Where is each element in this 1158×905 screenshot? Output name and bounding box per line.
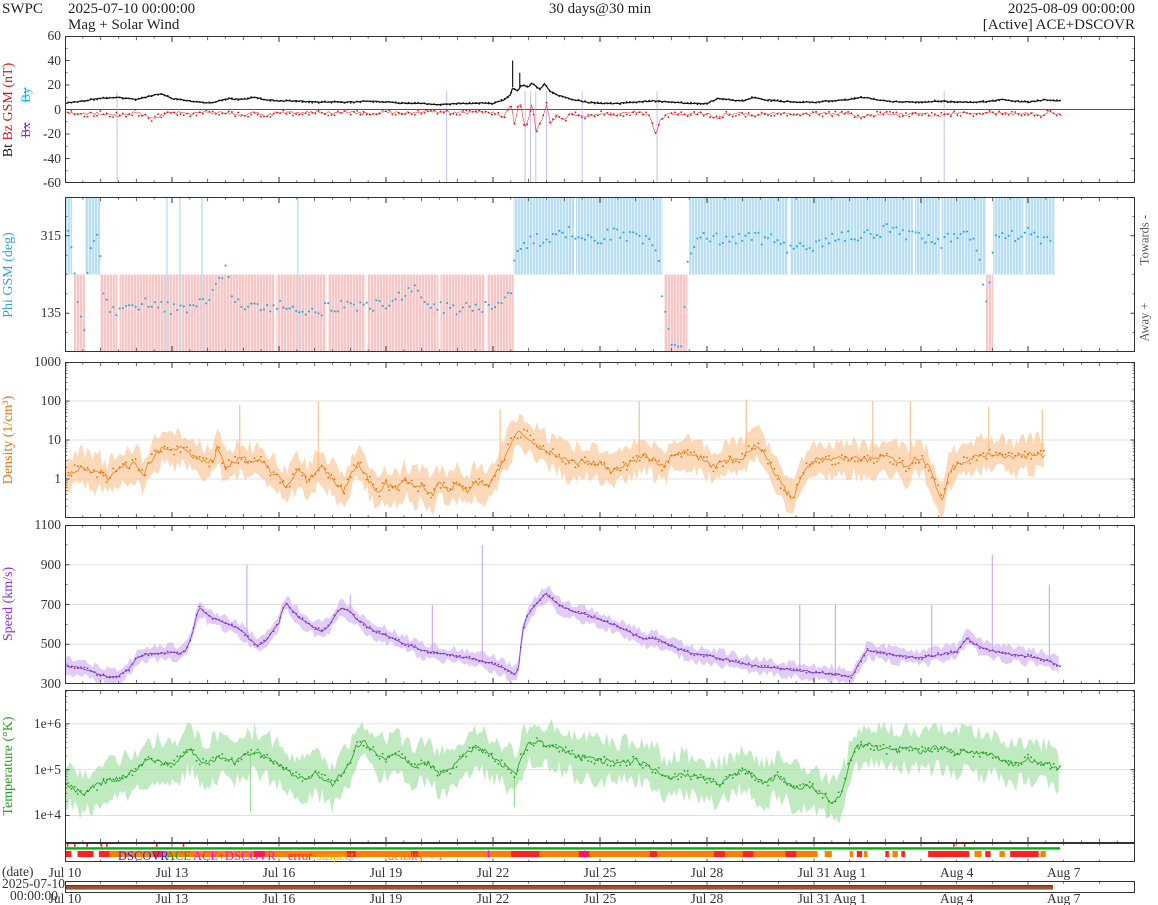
legend-item-suspect: suspect [317,849,354,863]
date-tick-row2-aug-4: Aug 4 [939,891,974,905]
date-tick-row2-jul-31: Jul 31 [797,891,831,905]
date-tick-row1-jul-13: Jul 13 [155,865,189,880]
availability-strip [65,843,1135,862]
date-tick-row2-jul-16: Jul 16 [262,891,296,905]
chart-coverage-bar [65,881,1135,893]
date-tick-row1-aug-1: Aug 1 [832,865,867,880]
ytick-phi-135: 135 [40,305,61,321]
start-datetime: 2025-07-10 00:00:00 [68,1,196,17]
sector-toward [84,197,100,275]
resolution-label: 30 days@30 min [548,1,652,17]
band-density [65,413,1044,518]
chart-phi [65,197,1135,352]
coverage-bar [65,881,1135,893]
dots-phi [65,223,1052,348]
chart-temperature [65,690,1135,843]
ytick-speed-700: 700 [40,596,61,612]
ytick-density-100: 100 [40,393,61,408]
legend-item-density-1: density < 1 [388,849,444,863]
line-speed [65,593,1061,679]
date-tick-row2-jul-19: Jul 19 [369,891,403,905]
dots-speed [65,592,1061,679]
coverage-span [65,885,1053,890]
axis-label-away: Away + [1137,302,1152,342]
footer-start-time: 00:00:00 [10,888,59,903]
date-tick-row2-jul-10: Jul 10 [48,891,82,905]
band-temperature [65,718,1059,825]
panel-phi [65,197,1135,352]
ytick-density-10: 10 [47,432,62,447]
chart-speed [65,525,1135,684]
dots-bt [65,83,1061,107]
ytick-speed-300: 300 [40,676,61,691]
panel-density [65,362,1135,518]
ytick-mag-40: 40 [47,52,62,68]
sector-away [99,274,514,352]
date-tick-row1-jul-16: Jul 16 [262,865,296,880]
ytick-mag--40: -40 [43,150,61,166]
date-tick-row1-aug-7: Aug 7 [1046,865,1081,880]
ytick-temperature-1e+5: 1e+5 [33,761,61,777]
panel-speed [65,525,1135,684]
date-tick-row2-aug-7: Aug 7 [1046,891,1081,905]
chart-availability [65,843,1135,862]
date-tick-row2-aug-1: Aug 1 [832,891,867,905]
plot-subtitle: Mag + Solar Wind [68,17,180,33]
ytick-temperature-1e+4: 1e+4 [33,807,61,823]
axis-label-towards: Towards - [1137,214,1152,266]
ytick-mag-0: 0 [54,101,61,117]
line-density [65,430,1046,501]
ytick-mag--20: -20 [43,126,61,141]
date-tick-row1-jul-25: Jul 25 [583,865,617,880]
ytick-mag-20: 20 [47,77,62,92]
legend-item-ace: ACE [166,849,191,863]
ytick-speed-1100: 1100 [34,517,62,532]
legend-item-ace-dscovr: ACE+DSCOVR [193,849,276,863]
chart-density [65,362,1135,518]
date-tick-row1-jul-10: Jul 10 [48,865,82,880]
end-datetime: 2025-08-09 00:00:00 [1007,1,1135,17]
sector-away [664,274,688,352]
dots-temperature [65,737,1061,804]
legend-item-dscovr: DSCOVR [118,849,169,863]
date-tick-row1-jul-22: Jul 22 [476,865,510,880]
ytick-temperature-1e+6: 1e+6 [33,715,61,731]
date-tick-row2-jul-28: Jul 28 [690,891,724,905]
dots-density [65,428,1045,499]
line-bt [65,82,1061,106]
date-axis-caption: (date) [2,864,34,879]
date-tick-row2-jul-13: Jul 13 [155,891,189,905]
date-tick-row2-jul-25: Jul 25 [583,891,617,905]
footer-start-date: 2025-07-10 [2,876,65,891]
sector-toward [689,197,986,275]
legend-item-error: error [288,849,313,863]
date-tick-row1-jul-28: Jul 28 [690,865,724,880]
data-source-label: [Active] ACE+DSCOVR [982,17,1135,33]
ytick-mag--60: -60 [43,175,61,190]
chart-mag [65,36,1135,183]
availability-good [65,847,1061,850]
date-tick-row2-jul-22: Jul 22 [476,891,510,905]
swpc-logo: SWPC [2,1,43,17]
ytick-mag-60: 60 [47,28,62,43]
line-temperature [65,739,1061,804]
date-tick-row1-jul-31: Jul 31 [797,865,831,880]
sector-away [73,274,85,352]
ytick-density-1000: 1000 [34,354,61,369]
ytick-density-1: 1 [54,471,61,486]
panel-temperature [65,690,1135,843]
sector-away [985,274,994,352]
ytick-speed-500: 500 [40,636,61,652]
band-speed [65,585,1059,684]
date-tick-row1-jul-19: Jul 19 [369,865,403,880]
ytick-phi-315: 315 [40,227,61,243]
dots-bz [65,101,1061,134]
panel-mag [65,36,1135,183]
ytick-speed-900: 900 [40,556,61,572]
date-tick-row1-aug-4: Aug 4 [939,865,974,880]
